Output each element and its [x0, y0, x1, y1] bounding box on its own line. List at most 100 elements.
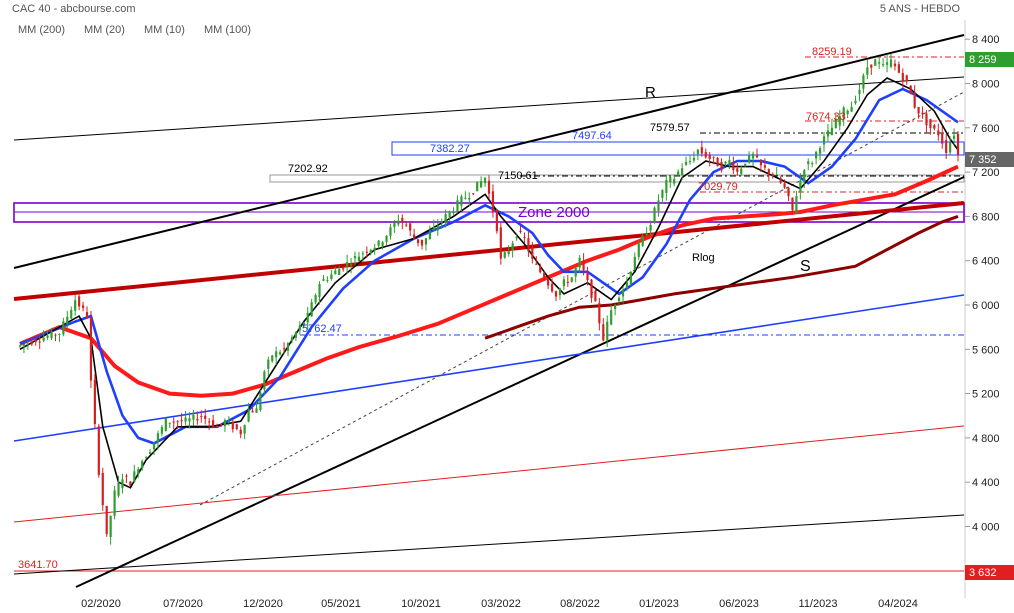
candle-body: [901, 72, 904, 82]
candle-body: [661, 189, 664, 198]
candle-body: [878, 62, 881, 64]
candle-body: [621, 289, 625, 297]
candle-body: [243, 424, 246, 434]
candle-body: [649, 224, 652, 231]
candle-body: [657, 200, 660, 211]
candle-body: [728, 160, 731, 166]
rlog-line: [13, 201, 965, 301]
y-axis-ticks: 8 400 8 000 7 600 7 200 6 800 6 400 6 000 5 600…: [965, 34, 1000, 534]
candle-body: [921, 112, 924, 115]
candle-body: [854, 100, 857, 104]
candle-body: [342, 268, 345, 270]
candle-body: [137, 469, 140, 474]
candle-body: [460, 196, 463, 206]
candle-body: [550, 283, 554, 292]
candle-body: [231, 421, 234, 430]
candle-body: [247, 409, 250, 422]
candle-body: [172, 421, 175, 423]
candle-body: [334, 270, 337, 274]
support-line-S: [75, 176, 965, 588]
candle-body: [405, 224, 408, 226]
upper-channel-line: [13, 76, 965, 141]
last-price-tag-text: 7 352: [969, 154, 997, 166]
x-tick-label: 06/2023: [719, 598, 759, 610]
candle-body: [925, 113, 928, 126]
candle-body: [452, 211, 455, 214]
candle-body: [34, 339, 37, 342]
candle-body: [503, 252, 506, 258]
candle-body: [704, 151, 707, 158]
candle-body: [696, 149, 699, 155]
candle-body: [196, 418, 199, 421]
candle-body: [842, 107, 845, 119]
x-tick-label: 04/2024: [878, 598, 918, 610]
candle-body: [282, 348, 286, 350]
candle-body: [625, 282, 629, 289]
candle-body: [818, 148, 822, 154]
candle-body: [665, 179, 668, 193]
legend-ma10: MM (10): [144, 24, 185, 36]
candle-body: [326, 279, 329, 281]
candle-body: [771, 173, 774, 177]
candle-body: [846, 110, 849, 115]
candle-body: [889, 59, 893, 67]
candle-body: [767, 169, 770, 175]
y-tick-label: 7 200: [972, 167, 1000, 179]
candle-body: [129, 481, 132, 486]
candle-body: [491, 191, 495, 213]
candle-body: [629, 271, 632, 285]
candle-body: [480, 181, 483, 188]
candle-body: [38, 341, 41, 343]
candle-body: [164, 418, 167, 432]
candle-body: [882, 63, 885, 66]
lower-channel-line: [13, 514, 965, 575]
y-tick-label: 5 600: [972, 344, 1000, 356]
chart-title: CAC 40 - abcbourse.com: [12, 3, 136, 15]
candle-body: [866, 67, 869, 75]
candle-body: [440, 221, 443, 223]
candle-body: [933, 125, 936, 129]
candle-body: [436, 226, 439, 231]
candle-body: [369, 249, 372, 253]
y-tick-label: 6 400: [972, 256, 1000, 268]
candle-body: [294, 332, 297, 338]
candle-body: [885, 62, 889, 65]
candle-body: [681, 168, 684, 175]
candle-body: [724, 161, 727, 164]
candle-body: [830, 127, 833, 136]
candle-body: [428, 231, 431, 240]
candle-body: [637, 243, 640, 257]
candle-body: [121, 479, 124, 489]
candle-body: [952, 135, 956, 139]
candle-body: [531, 247, 534, 259]
candle-body: [176, 421, 179, 423]
label-7674: 7674.33: [806, 111, 846, 123]
candle-body: [152, 442, 156, 450]
candle-body: [688, 160, 692, 162]
candle-body: [353, 255, 357, 259]
resistance-label: R: [645, 84, 656, 101]
candle-body: [487, 180, 491, 194]
candle-body: [330, 274, 333, 280]
candle-body: [732, 162, 735, 171]
candle-body: [811, 163, 814, 165]
candle-body: [349, 264, 353, 266]
candle-body: [633, 256, 636, 270]
candle-body: [606, 321, 609, 341]
candle-body: [483, 177, 487, 184]
top-level-tag-text: 8 259: [969, 54, 997, 66]
candle-body: [464, 197, 467, 199]
chart-period: 5 ANS - HEBDO: [880, 3, 961, 15]
candle-body: [81, 305, 85, 308]
x-tick-label: 02/2020: [81, 598, 121, 610]
candle-body: [582, 260, 585, 270]
candle-body: [929, 119, 932, 129]
candle-body: [188, 418, 191, 422]
label-8259: 8259.19: [812, 46, 852, 58]
candle-body: [298, 325, 301, 331]
candle-body: [949, 142, 952, 153]
candle-body: [397, 220, 400, 225]
candle-body: [909, 85, 912, 94]
y-tick-label: 6 000: [972, 300, 1000, 312]
last-price-tag-bg: [965, 152, 1014, 167]
